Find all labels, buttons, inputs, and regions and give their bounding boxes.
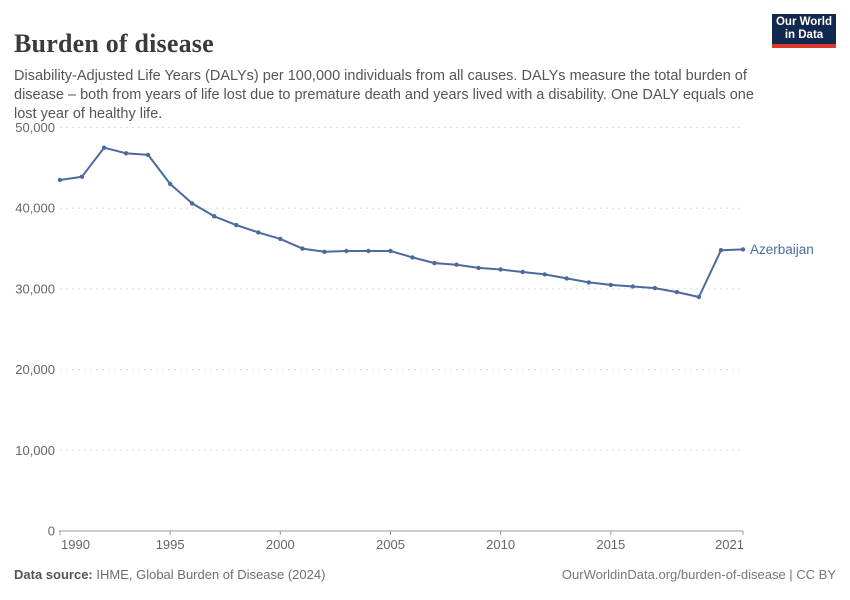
data-point[interactable] [145,152,151,158]
data-point[interactable] [190,201,195,206]
data-source-text: IHME, Global Burden of Disease (2024) [92,567,326,582]
y-axis-tick-label: 0 [48,524,55,539]
data-point[interactable] [410,255,415,260]
data-point[interactable] [234,222,239,228]
x-axis-tick-label: 2000 [266,537,295,552]
data-point[interactable] [79,174,85,179]
data-point[interactable] [101,145,107,150]
data-point[interactable] [388,248,393,254]
data-point[interactable] [432,260,437,266]
data-point[interactable] [212,214,217,219]
owid-logo-line2: in Data [784,29,824,41]
data-point[interactable] [696,294,702,300]
x-axis-tick-label: 2010 [486,537,515,552]
owid-url-license[interactable]: OurWorldinData.org/burden-of-disease | C… [561,567,836,582]
series-label-azerbaijan[interactable]: Azerbaijan [750,242,814,257]
x-axis-tick-label: 1990 [61,537,90,552]
page-title: Burden of disease [14,29,214,59]
data-point[interactable] [300,246,305,251]
series-line-azerbaijan[interactable] [59,146,744,298]
data-point[interactable] [344,248,349,254]
y-axis-tick-label: 40,000 [15,201,55,216]
chart-footer: Data source: IHME, Global Burden of Dise… [14,567,836,582]
data-point[interactable] [630,284,635,289]
y-axis-tick-label: 10,000 [15,443,55,458]
data-point[interactable] [564,276,569,281]
data-point[interactable] [123,151,129,156]
data-point[interactable] [718,248,724,253]
data-point[interactable] [586,280,591,285]
data-point[interactable] [278,236,283,242]
y-axis-tick-label: 20,000 [15,362,55,377]
data-point[interactable] [57,177,63,183]
x-axis-tick-label: 2021 [715,537,744,552]
data-point[interactable] [498,267,503,272]
data-point[interactable] [652,285,658,291]
data-point[interactable] [520,269,525,275]
data-point[interactable] [168,181,173,187]
data-point[interactable] [608,282,613,288]
data-source-label: Data source: [14,567,93,582]
x-axis-tick-label: 1995 [156,537,185,552]
data-point[interactable] [256,230,261,235]
x-axis-tick-label: 2005 [376,537,405,552]
x-axis-tick-label: 2015 [596,537,625,552]
data-point[interactable] [542,272,547,277]
chart-subtitle: Disability-Adjusted Life Years (DALYs) p… [14,67,754,122]
data-point[interactable] [454,262,459,267]
data-point[interactable] [322,249,327,254]
data-point[interactable] [740,247,746,252]
y-axis-tick-label: 50,000 [15,120,55,135]
owid-logo-line1: Our World [775,16,832,28]
owid-logo[interactable]: Our World in Data [772,14,836,48]
data-point[interactable] [674,289,680,295]
data-source: Data source: IHME, Global Burden of Dise… [14,567,325,582]
data-point[interactable] [476,265,481,271]
y-axis-tick-label: 30,000 [15,281,55,296]
data-point[interactable] [366,248,371,254]
